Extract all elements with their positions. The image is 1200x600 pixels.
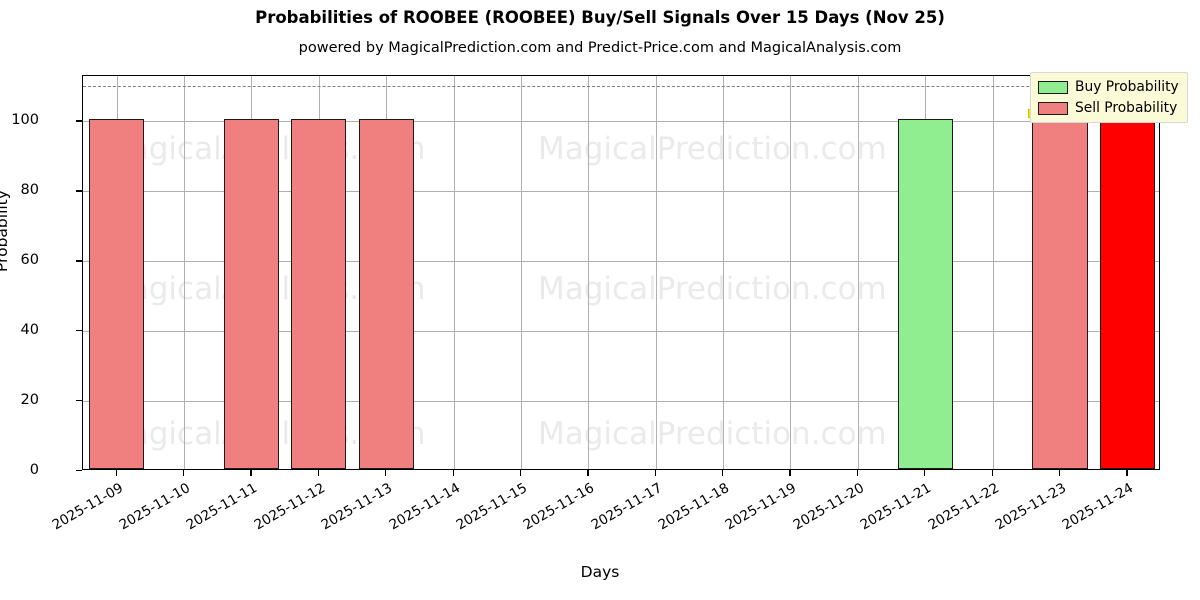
watermark-text: MagicalPrediction.com bbox=[538, 131, 887, 167]
y-tick-label: 100 bbox=[11, 112, 39, 129]
threshold-dashed-line bbox=[83, 86, 1159, 88]
gridline-vertical bbox=[790, 76, 792, 469]
x-tick-mark bbox=[115, 470, 117, 476]
gridline-vertical bbox=[184, 76, 186, 469]
bar-2025-11-23[interactable] bbox=[1032, 119, 1088, 469]
bar-2025-11-24[interactable] bbox=[1099, 119, 1155, 469]
y-tick-mark bbox=[76, 400, 82, 402]
gridline-horizontal bbox=[83, 401, 1159, 403]
x-tick-mark bbox=[250, 470, 252, 476]
x-tick-mark bbox=[991, 470, 993, 476]
x-tick-mark bbox=[1126, 470, 1128, 476]
chart-subtitle: powered by MagicalPrediction.com and Pre… bbox=[298, 40, 902, 56]
y-axis-label: Probability bbox=[0, 190, 11, 272]
x-tick-mark bbox=[654, 470, 656, 476]
x-axis-label: Days bbox=[580, 563, 620, 581]
chart-legend[interactable]: Buy Probability Sell Probability bbox=[1030, 72, 1188, 123]
x-tick-mark bbox=[452, 470, 454, 476]
legend-item-sell[interactable]: Sell Probability bbox=[1038, 100, 1179, 116]
y-tick-label: 40 bbox=[20, 322, 39, 339]
legend-label-buy: Buy Probability bbox=[1075, 79, 1179, 95]
legend-item-buy[interactable]: Buy Probability bbox=[1038, 79, 1179, 95]
bar-2025-11-11[interactable] bbox=[223, 119, 280, 469]
chart-title: Probabilities of ROOBEE (ROOBEE) Buy/Sel… bbox=[255, 8, 945, 27]
watermark-text: MagicalPrediction.com bbox=[538, 271, 887, 307]
y-tick-mark bbox=[76, 470, 82, 472]
gridline-vertical bbox=[857, 76, 859, 469]
y-tick-mark bbox=[76, 190, 82, 192]
bar-2025-11-21[interactable] bbox=[897, 119, 953, 469]
y-tick-mark bbox=[76, 120, 82, 122]
gridline-horizontal bbox=[83, 191, 1159, 193]
gridline-vertical bbox=[453, 76, 455, 469]
gridline-vertical bbox=[655, 76, 657, 469]
x-tick-mark bbox=[722, 470, 724, 476]
x-tick-mark bbox=[789, 470, 791, 476]
y-tick-label: 0 bbox=[29, 462, 39, 478]
y-tick-mark bbox=[76, 330, 82, 332]
x-tick-mark bbox=[385, 470, 387, 476]
y-tick-mark bbox=[76, 260, 82, 262]
x-tick-mark bbox=[1058, 470, 1061, 476]
y-tick-label: 80 bbox=[20, 182, 39, 199]
x-tick-mark bbox=[856, 470, 859, 476]
gridline-vertical bbox=[723, 76, 725, 469]
gridline-horizontal bbox=[83, 331, 1159, 333]
plot-inner: MagicalAnalysis.comMagicalPrediction.com… bbox=[83, 76, 1159, 469]
y-tick-label: 20 bbox=[20, 392, 39, 409]
legend-swatch-sell bbox=[1038, 101, 1068, 115]
watermark-text: MagicalPrediction.com bbox=[538, 416, 887, 452]
bar-2025-11-13[interactable] bbox=[358, 119, 414, 469]
legend-label-sell: Sell Probability bbox=[1075, 100, 1178, 116]
plot-area: MagicalAnalysis.comMagicalPrediction.com… bbox=[82, 75, 1160, 470]
gridline-vertical bbox=[992, 76, 994, 469]
x-tick-mark bbox=[183, 470, 185, 476]
gridline-horizontal bbox=[83, 261, 1159, 263]
gridline-vertical bbox=[520, 76, 522, 469]
bar-2025-11-09[interactable] bbox=[89, 119, 145, 469]
x-tick-mark bbox=[587, 470, 589, 476]
y-tick-label: 60 bbox=[20, 252, 39, 269]
gridline-horizontal bbox=[83, 121, 1159, 123]
gridline-vertical bbox=[588, 76, 590, 469]
x-tick-mark bbox=[519, 470, 522, 476]
legend-swatch-buy bbox=[1038, 80, 1068, 94]
x-tick-mark bbox=[317, 470, 320, 476]
bar-2025-11-12[interactable] bbox=[291, 119, 347, 469]
x-tick-mark bbox=[924, 470, 926, 476]
